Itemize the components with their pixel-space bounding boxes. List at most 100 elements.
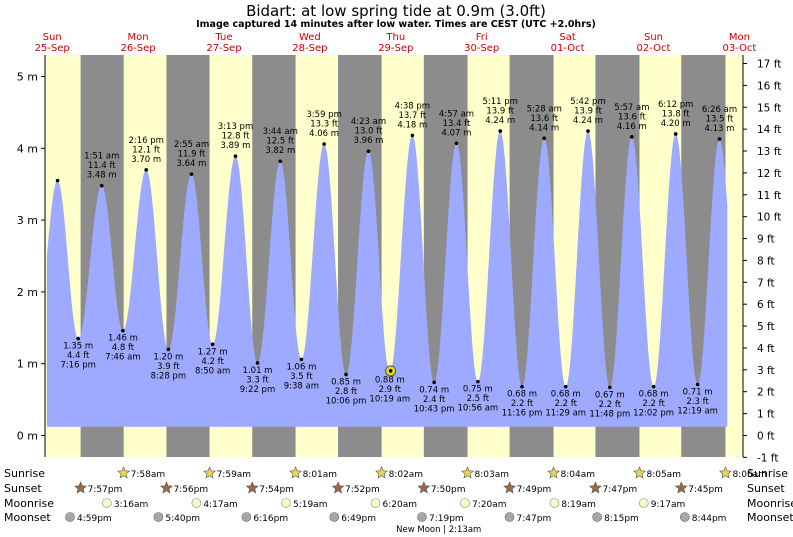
sunset-time: 7:45pm	[688, 485, 723, 495]
moonset-row-label-left: Moonset	[4, 511, 51, 524]
left-tick-label: 1 m	[17, 358, 38, 371]
low-tide-label: 8:28 pm	[151, 371, 186, 381]
moonset-icon	[329, 512, 340, 522]
low-tide-label: 0.68 m	[551, 390, 581, 400]
sunrise-time: 8:02am	[389, 470, 424, 480]
low-tide-label: 3.3 ft	[246, 375, 269, 385]
high-tide-label: 11.4 ft	[88, 161, 116, 171]
high-tide-label: 4.24 m	[573, 116, 603, 126]
current-tide-dot	[388, 369, 393, 373]
sunset-time: 7:54pm	[259, 485, 294, 495]
right-tick-label: 9 ft	[757, 234, 775, 246]
sunset-time: 7:47pm	[602, 485, 637, 495]
day-date: 30-Sep	[464, 43, 499, 54]
moonset-time: 7:47pm	[517, 514, 552, 524]
high-tide-point	[233, 154, 238, 159]
high-tide-label: 4.18 m	[397, 120, 427, 130]
high-tide-point	[717, 137, 722, 141]
day-date: 27-Sep	[206, 43, 241, 54]
low-tide-label: 2.3 ft	[686, 397, 709, 407]
low-tide-label: 9:38 am	[284, 381, 319, 391]
high-tide-point	[278, 159, 283, 164]
right-tick-label: 11 ft	[757, 190, 781, 202]
low-tide-label: 7:16 pm	[60, 361, 95, 371]
sunrise-icon	[117, 466, 131, 479]
sunset-icon	[331, 481, 345, 494]
moonset-icon	[65, 512, 75, 522]
low-tide-point	[520, 384, 524, 389]
high-tide-label: 4:57 am	[439, 109, 474, 119]
sunrise-icon	[203, 466, 217, 479]
high-tide-label: 3:13 pm	[218, 122, 253, 132]
low-tide-label: 2.5 ft	[467, 394, 490, 404]
left-tick-label: 5 m	[17, 71, 38, 84]
low-tide-label: 0.74 m	[419, 385, 449, 395]
moonrise-icon	[281, 498, 291, 508]
sunset-time: 7:49pm	[517, 485, 552, 495]
day-date: 29-Sep	[378, 43, 413, 54]
low-tide-point	[563, 384, 568, 389]
low-tide-point	[210, 342, 215, 347]
low-tide-label: 4.8 ft	[112, 343, 135, 353]
high-tide-label: 3.70 m	[131, 155, 161, 165]
moonrise-row-label-right: Moonrise	[747, 497, 793, 510]
low-tide-label: 2.2 ft	[511, 399, 534, 409]
left-tick-label: 3 m	[17, 214, 38, 227]
moonset-time: 4:59pm	[77, 514, 112, 524]
high-tide-label: 13.7 ft	[398, 111, 426, 121]
day-date: 02-Oct	[637, 43, 671, 54]
high-tide-point	[144, 168, 148, 172]
low-tide-label: 2.2 ft	[599, 400, 622, 410]
high-tide-label: 4:23 am	[351, 117, 386, 127]
high-tide-label: 6:26 am	[702, 105, 737, 115]
high-tide-label: 13.6 ft	[618, 112, 646, 122]
right-tick-label: 4 ft	[757, 343, 775, 355]
low-tide-label: 1.20 m	[153, 352, 183, 362]
right-tick-label: -1 ft	[757, 452, 778, 464]
sunset-icon	[417, 481, 431, 494]
high-tide-label: 4.13 m	[705, 124, 735, 134]
low-tide-label: 2.2 ft	[555, 399, 578, 409]
sunrise-icon	[461, 466, 475, 479]
low-tide-label: 3.9 ft	[157, 362, 180, 372]
right-tick-label: 16 ft	[757, 80, 781, 92]
high-tide-point	[454, 141, 459, 146]
low-tide-label: 0.85 m	[331, 377, 361, 387]
moonrise-icon	[102, 498, 112, 508]
right-tick-label: 8 ft	[757, 255, 775, 267]
moonset-icon	[417, 512, 427, 522]
low-tide-label: 3.5 ft	[290, 372, 313, 382]
low-tide-point	[432, 380, 436, 385]
high-tide-point	[586, 129, 590, 133]
sunset-row-label-right: Sunset	[747, 482, 785, 495]
moonset-time: 6:16pm	[253, 514, 288, 524]
high-tide-label: 3.96 m	[354, 136, 384, 146]
high-tide-label: 13.5 ft	[706, 114, 734, 124]
left-tick-label: 0 m	[17, 429, 38, 442]
low-tide-label: 1.27 m	[198, 347, 228, 357]
high-tide-point	[498, 129, 503, 133]
day-date: 28-Sep	[292, 43, 327, 54]
right-tick-label: 2 ft	[757, 387, 775, 399]
high-tide-point	[410, 133, 415, 138]
day-date: 26-Sep	[120, 43, 155, 54]
moonrise-time: 6:20am	[382, 500, 417, 510]
right-tick-label: 17 ft	[757, 58, 781, 70]
moonrise-icon	[191, 498, 202, 508]
high-tide-label: 4.16 m	[617, 122, 647, 132]
sunrise-time: 8:06am	[732, 470, 767, 480]
sunrise-time: 7:58am	[131, 470, 166, 480]
header: Bidart: at low spring tide at 0.9m (3.0f…	[35, 2, 757, 54]
high-tide-label: 13.6 ft	[530, 114, 558, 124]
low-tide-label: 4.2 ft	[201, 357, 224, 367]
moonrise-time: 5:19am	[293, 500, 328, 510]
low-tide-label: 2.2 ft	[642, 399, 665, 409]
low-tide-label: 2.9 ft	[379, 385, 402, 395]
sunrise-time: 8:01am	[303, 470, 338, 480]
high-tide-label: 3.48 m	[87, 171, 117, 181]
high-tide-label: 4:38 pm	[395, 101, 430, 111]
low-tide-label: 11:29 am	[545, 409, 586, 419]
low-tide-label: 7:46 am	[105, 353, 140, 363]
low-tide-point	[76, 336, 80, 341]
sunrise-row-label-left: Sunrise	[4, 467, 45, 480]
